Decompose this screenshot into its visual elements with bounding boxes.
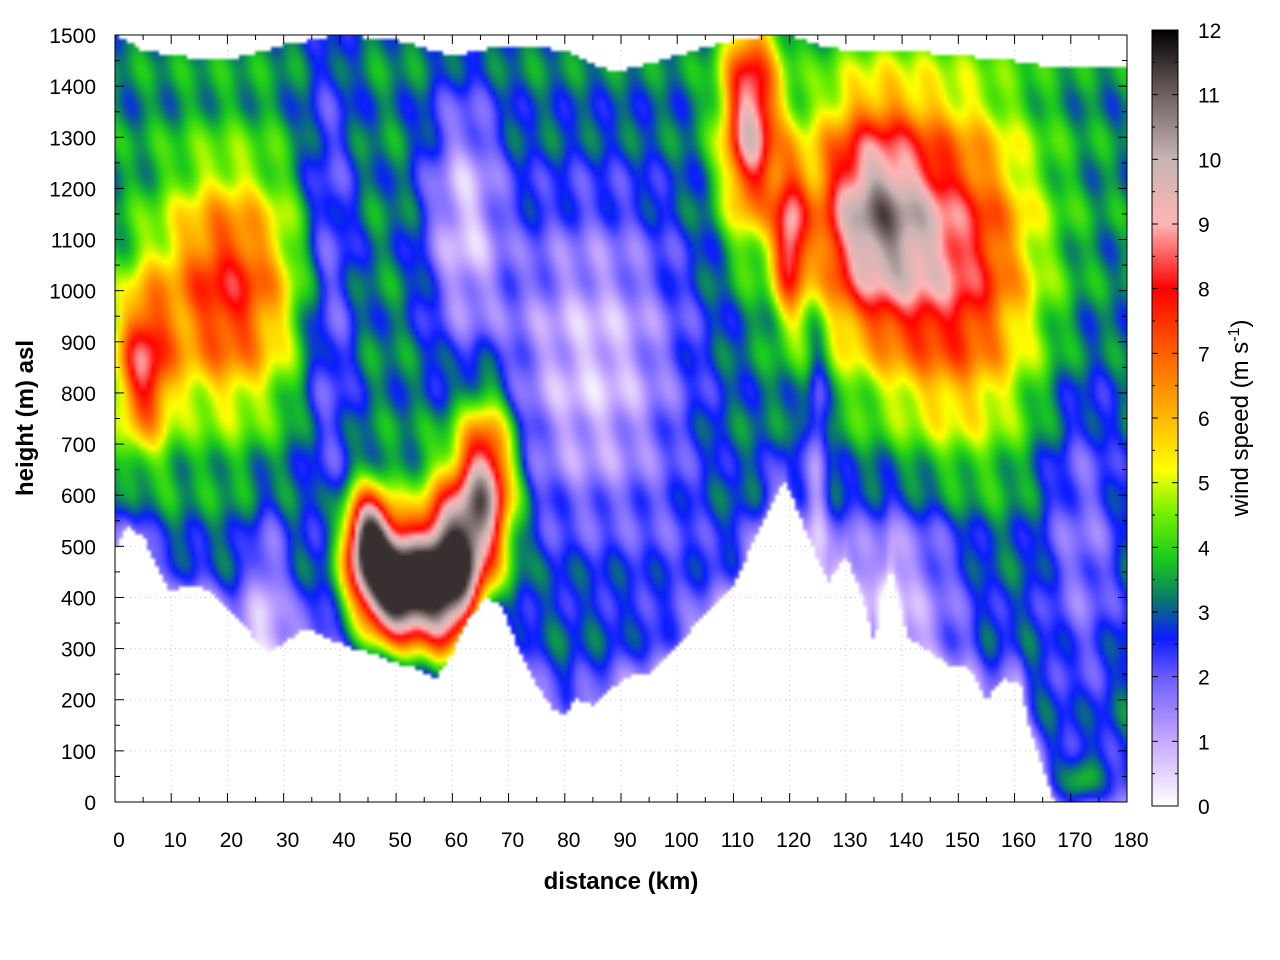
x-tick-label: 110	[721, 829, 754, 852]
cb-tick-label: 6	[1198, 408, 1210, 431]
x-tick-label: 90	[613, 829, 636, 852]
y-tick-label: 1400	[49, 76, 96, 99]
y-tick-label: 200	[61, 690, 96, 713]
cb-tick-label: 5	[1198, 473, 1210, 496]
x-tick-label: 120	[776, 829, 811, 852]
y-axis-ticks: 0 100 200 300 400 500 600 700 800 900 1000 1100 1200…	[49, 25, 1127, 815]
y-tick-label: 100	[61, 741, 96, 764]
cb-tick-label: 0	[1198, 796, 1210, 819]
x-tick-label: 100	[664, 829, 699, 852]
cb-tick-label: 8	[1198, 279, 1210, 302]
y-tick-label: 800	[61, 383, 96, 406]
colorbar-title: wind speed (m s-1)	[1226, 320, 1254, 518]
x-tick-label: 40	[332, 829, 355, 852]
cb-tick-label: 4	[1198, 537, 1210, 560]
cb-tick-label: 3	[1198, 602, 1210, 625]
colorbar-title-sup: -1	[1226, 327, 1243, 341]
wind-speed-field	[115, 35, 1127, 802]
y-tick-label: 1200	[49, 178, 96, 201]
y-tick-label: 600	[61, 485, 96, 508]
y-axis-title: height (m) asl	[12, 340, 39, 496]
y-tick-label: 1100	[51, 230, 96, 253]
colorbar-title-main: wind speed (m s	[1227, 342, 1254, 518]
cb-tick-label: 2	[1198, 667, 1210, 690]
x-tick-label: 80	[557, 829, 580, 852]
cb-tick-label: 9	[1198, 214, 1210, 237]
cb-tick-label: 10	[1198, 149, 1221, 172]
y-tick-label: 1000	[49, 281, 96, 304]
x-tick-label: 10	[164, 829, 187, 852]
y-tick-label: 1500	[49, 25, 96, 48]
y-tick-label: 0	[84, 792, 96, 815]
y-tick-label: 900	[61, 332, 96, 355]
x-axis-ticks: 0 10 20 30 40 50 60 70 80 90 100 110 120 130 140 150 160…	[113, 35, 1149, 852]
x-tick-label: 30	[276, 829, 299, 852]
y-tick-label: 500	[61, 536, 96, 559]
x-tick-label: 0	[113, 829, 125, 852]
y-tick-label: 300	[61, 639, 96, 662]
x-tick-label: 20	[220, 829, 243, 852]
x-tick-label: 170	[1057, 829, 1092, 852]
y-tick-label: 400	[61, 587, 96, 610]
y-tick-label: 1300	[49, 127, 96, 150]
x-tick-label: 150	[945, 829, 980, 852]
x-tick-label: 70	[501, 829, 524, 852]
x-tick-label: 130	[832, 829, 867, 852]
x-tick-label: 50	[388, 829, 411, 852]
cb-tick-label: 11	[1198, 85, 1220, 108]
colorbar-title-end: )	[1227, 320, 1254, 328]
y-tick-label: 700	[61, 434, 96, 457]
x-axis-title: distance (km)	[544, 868, 699, 895]
x-tick-label: 160	[1001, 829, 1036, 852]
cb-tick-label: 1	[1198, 731, 1210, 754]
cb-tick-label: 12	[1198, 20, 1221, 43]
x-tick-label: 60	[445, 829, 468, 852]
cb-tick-label: 7	[1198, 343, 1210, 366]
x-tick-label: 180	[1113, 829, 1148, 852]
x-tick-label: 140	[889, 829, 924, 852]
